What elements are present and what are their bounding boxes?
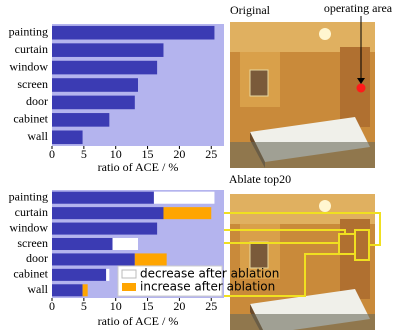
arrow-head xyxy=(357,78,365,84)
bar-segment xyxy=(82,284,88,297)
category-label: door xyxy=(26,251,48,265)
category-label: window xyxy=(9,220,48,234)
x-tick-label: 10 xyxy=(110,299,122,313)
bar xyxy=(52,113,110,127)
bar-segment xyxy=(163,207,212,220)
bar-segment xyxy=(153,191,215,204)
bar xyxy=(52,191,154,204)
legend-label: decrease after ablation xyxy=(140,267,279,281)
bar xyxy=(52,253,135,266)
legend-swatch xyxy=(122,283,136,291)
x-tick-label: 15 xyxy=(142,299,154,313)
bar xyxy=(52,43,164,57)
category-label: curtain xyxy=(15,42,48,56)
legend-label: increase after ablation xyxy=(140,280,275,294)
bar xyxy=(52,95,135,110)
category-label: wall xyxy=(27,129,48,143)
bar xyxy=(52,60,158,75)
x-tick-label: 0 xyxy=(49,299,55,313)
category-label: cabinet xyxy=(13,112,48,126)
category-label: screen xyxy=(17,77,48,91)
category-label: window xyxy=(9,59,48,73)
x-tick-label: 0 xyxy=(49,147,55,161)
legend-swatch xyxy=(121,269,137,279)
bar-segment xyxy=(106,268,110,281)
x-axis-label: ratio of ACE / % xyxy=(98,160,179,174)
category-label: cabinet xyxy=(13,267,48,281)
x-tick-label: 10 xyxy=(110,147,122,161)
photo xyxy=(229,21,376,169)
category-label: wall xyxy=(27,282,48,296)
x-tick-label: 5 xyxy=(81,299,87,313)
bar xyxy=(52,130,83,145)
x-tick-label: 25 xyxy=(205,147,217,161)
operating-point xyxy=(356,83,366,93)
x-tick-label: 25 xyxy=(205,299,217,313)
annotation: operating area xyxy=(324,1,393,15)
bar-segment xyxy=(112,237,138,251)
photo xyxy=(229,193,376,335)
bar xyxy=(52,207,164,220)
x-tick-label: 15 xyxy=(142,147,154,161)
chart-title: Ablate top20 xyxy=(229,172,291,186)
bar xyxy=(52,284,83,297)
category-label: painting xyxy=(9,189,48,203)
category-label: door xyxy=(26,94,48,108)
x-axis-label: ratio of ACE / % xyxy=(98,314,179,328)
bar-segment xyxy=(134,253,167,266)
x-tick-label: 20 xyxy=(173,147,185,161)
x-tick-label: 20 xyxy=(173,299,185,313)
bar xyxy=(52,25,215,40)
category-label: curtain xyxy=(15,205,48,219)
bar xyxy=(52,237,113,251)
bar xyxy=(52,222,158,235)
bar xyxy=(52,268,107,281)
category-label: screen xyxy=(17,236,48,250)
category-label: painting xyxy=(9,24,48,38)
bar xyxy=(52,78,138,92)
chart-title: Original xyxy=(230,3,271,17)
x-tick-label: 5 xyxy=(81,147,87,161)
